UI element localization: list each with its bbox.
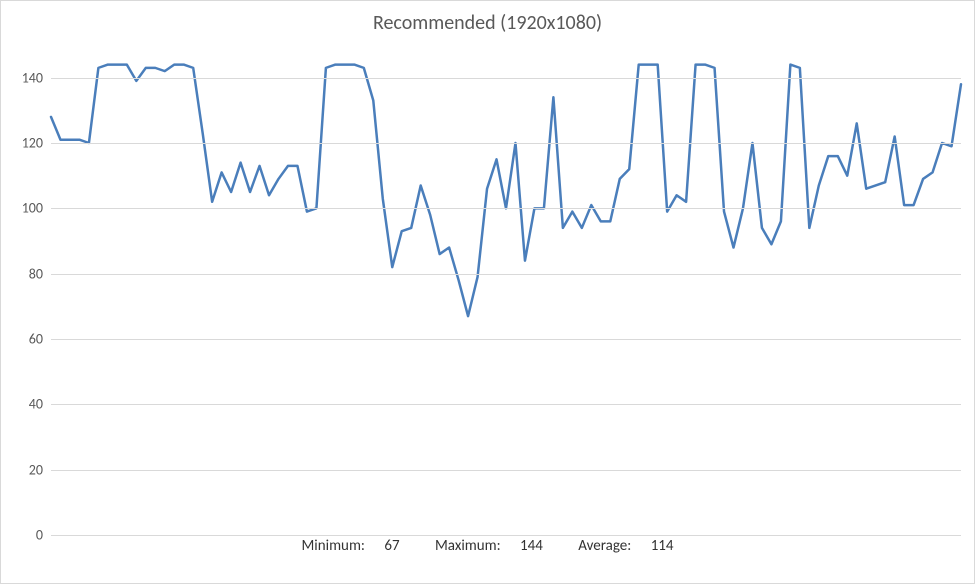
gridline bbox=[51, 143, 961, 144]
gridline bbox=[51, 339, 961, 340]
y-tick-label: 80 bbox=[29, 265, 43, 282]
stat-max-label: Maximum: bbox=[435, 537, 501, 555]
stat-min: Minimum: 67 bbox=[293, 537, 407, 555]
line-series bbox=[51, 65, 961, 317]
y-tick-label: 20 bbox=[29, 461, 43, 478]
y-tick-label: 120 bbox=[22, 135, 43, 152]
y-tick-label: 100 bbox=[22, 200, 43, 217]
chart-container: Recommended (1920x1080) 0204060801001201… bbox=[0, 0, 975, 584]
gridline bbox=[51, 208, 961, 209]
stat-avg: Average: 114 bbox=[570, 537, 681, 555]
stat-min-value: 67 bbox=[384, 537, 399, 555]
stat-min-label: Minimum: bbox=[301, 537, 364, 555]
stat-max-value: 144 bbox=[520, 537, 543, 555]
gridline bbox=[51, 404, 961, 405]
stat-avg-label: Average: bbox=[578, 537, 631, 555]
gridline bbox=[51, 274, 961, 275]
chart-title: Recommended (1920x1080) bbox=[1, 11, 974, 35]
y-tick-label: 60 bbox=[29, 331, 43, 348]
y-tick-label: 40 bbox=[29, 396, 43, 413]
stat-avg-value: 114 bbox=[651, 537, 674, 555]
y-tick-label: 140 bbox=[22, 69, 43, 86]
stats-line: Minimum: 67 Maximum: 144 Average: 114 bbox=[1, 537, 974, 555]
gridline bbox=[51, 535, 961, 536]
plot-area: 020406080100120140 bbox=[51, 45, 961, 535]
gridline bbox=[51, 78, 961, 79]
stat-max: Maximum: 144 bbox=[427, 537, 551, 555]
line-series-svg bbox=[51, 45, 961, 535]
gridline bbox=[51, 470, 961, 471]
